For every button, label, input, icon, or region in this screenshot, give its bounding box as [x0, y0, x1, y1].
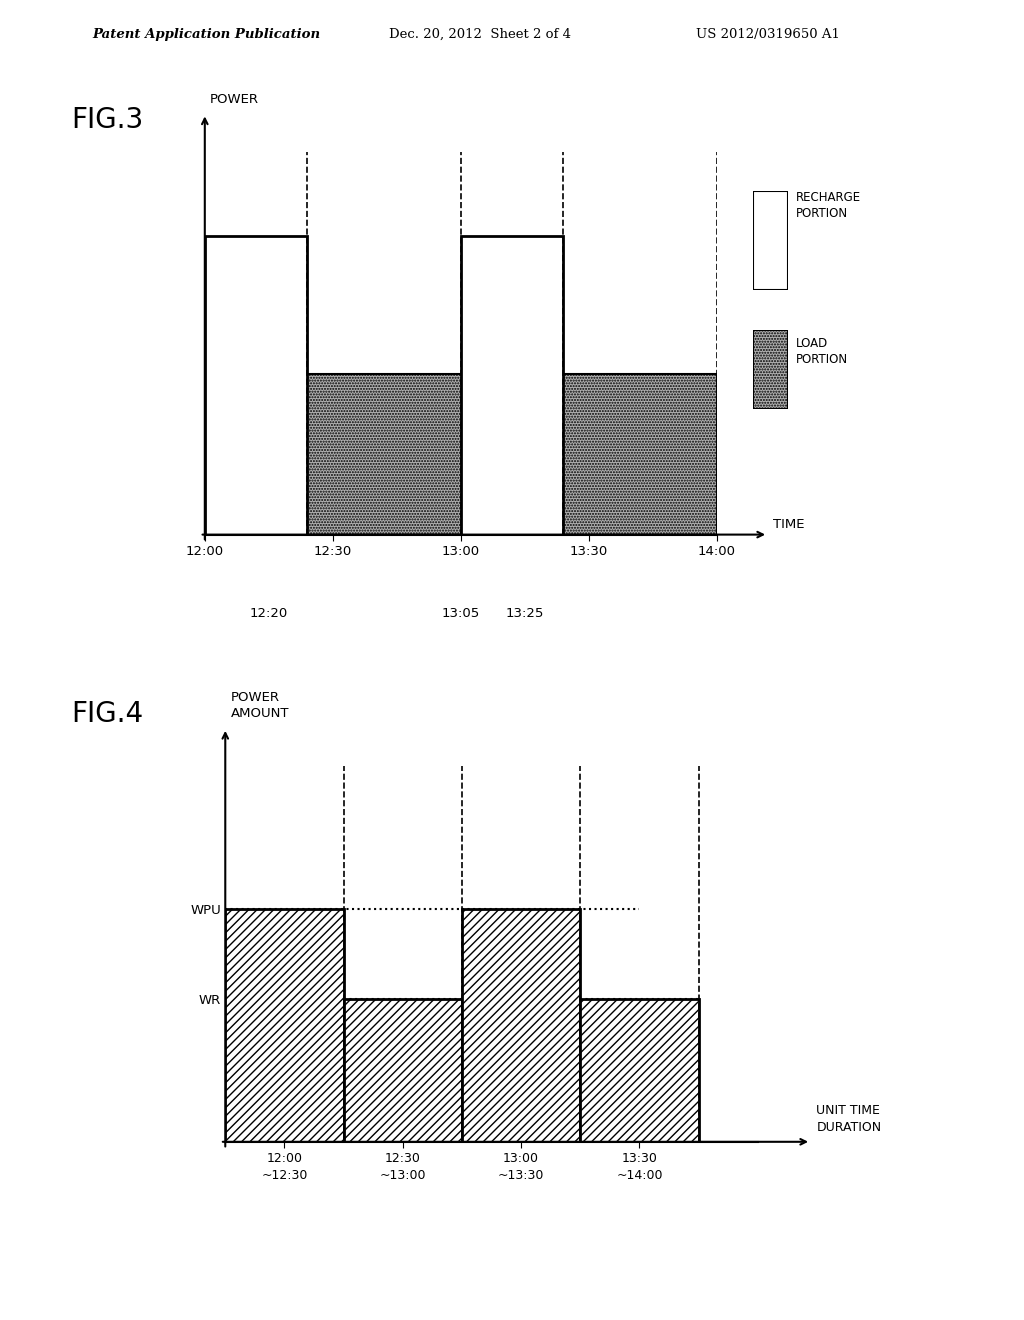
Bar	[225, 908, 344, 1142]
Text: POWER
AMOUNT: POWER AMOUNT	[230, 692, 289, 721]
Bar	[462, 908, 581, 1142]
Text: US 2012/0319650 A1: US 2012/0319650 A1	[696, 28, 841, 41]
Bar	[205, 374, 717, 535]
Text: 12:20: 12:20	[250, 607, 288, 620]
Text: Patent Application Publication: Patent Application Publication	[92, 28, 321, 41]
Text: 13:25: 13:25	[506, 607, 544, 620]
Text: POWER: POWER	[210, 92, 259, 106]
Text: LOAD
PORTION: LOAD PORTION	[796, 337, 848, 366]
Bar	[344, 999, 462, 1142]
Text: RECHARGE
PORTION: RECHARGE PORTION	[796, 191, 861, 220]
Text: FIG.4: FIG.4	[72, 700, 143, 727]
Bar	[205, 236, 307, 535]
Bar	[581, 999, 698, 1142]
Bar	[461, 236, 563, 535]
Text: UNIT TIME
DURATION: UNIT TIME DURATION	[816, 1105, 882, 1134]
Text: 13:05: 13:05	[441, 607, 480, 620]
Text: Dec. 20, 2012  Sheet 2 of 4: Dec. 20, 2012 Sheet 2 of 4	[389, 28, 571, 41]
Text: TIME: TIME	[773, 517, 805, 531]
Text: FIG.3: FIG.3	[72, 106, 144, 133]
